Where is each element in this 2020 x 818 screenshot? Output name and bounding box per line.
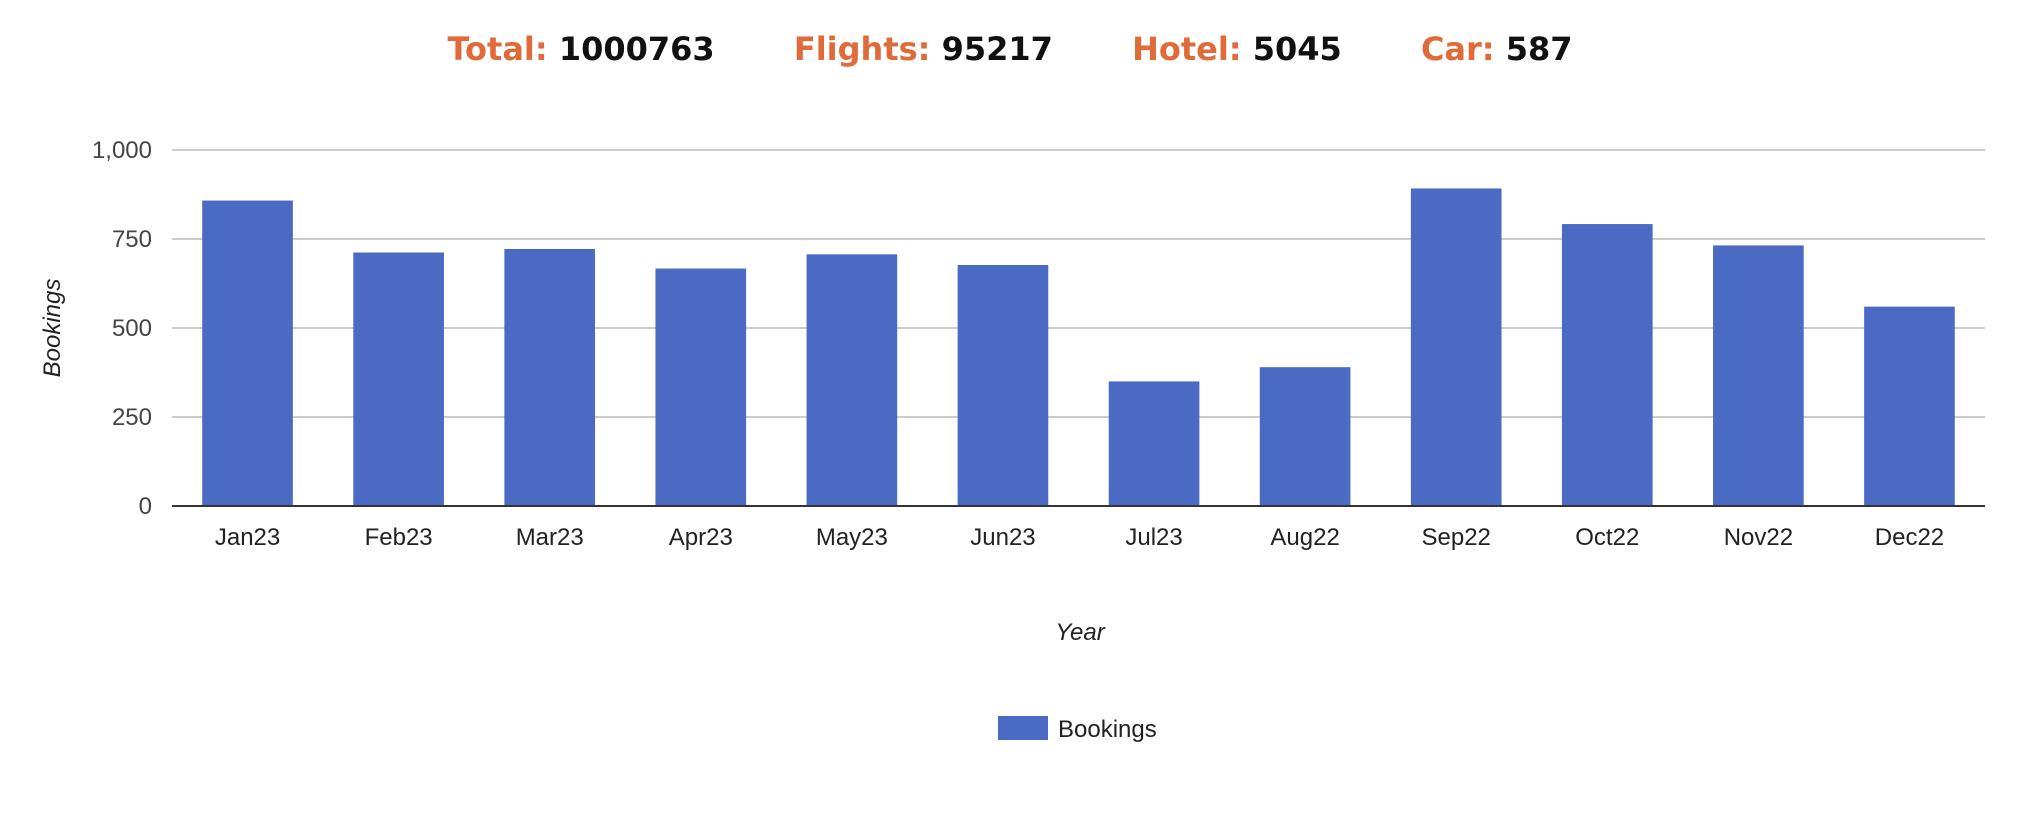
- summary-stats: Total: 1000763 Flights: 95217 Hotel: 504…: [0, 30, 2020, 68]
- x-tick-label: Oct22: [1575, 524, 1639, 551]
- legend-label: Bookings: [1058, 716, 1157, 743]
- bar: [1108, 381, 1200, 506]
- bars: [202, 188, 1955, 506]
- bar: [806, 254, 898, 506]
- legend: Bookings: [998, 716, 1157, 743]
- stat-total-label: Total:: [447, 30, 548, 68]
- legend-swatch: [998, 716, 1048, 740]
- stat-total: Total: 1000763: [447, 30, 714, 68]
- y-axis-ticks: 0 250 500 750 1,000: [92, 137, 152, 520]
- bar: [202, 200, 293, 506]
- x-tick-label: Aug22: [1270, 524, 1339, 551]
- bar: [1259, 367, 1351, 506]
- stat-car-value: 587: [1505, 30, 1573, 68]
- bar: [1864, 306, 1955, 506]
- x-tick-label: Feb23: [365, 524, 433, 551]
- stat-hotel-label: Hotel:: [1132, 30, 1242, 68]
- x-axis-ticks: Jan23 Feb23 Mar23 Apr23 May23 Jun23 Jul23 Aug22…: [215, 524, 1944, 551]
- bar: [957, 264, 1049, 506]
- stat-car-label: Car:: [1420, 30, 1495, 68]
- stat-flights-value: 95217: [941, 30, 1053, 68]
- x-tick-label: Nov22: [1724, 524, 1793, 551]
- y-axis-label: Bookings: [39, 279, 66, 378]
- x-tick-label: Jul23: [1125, 524, 1182, 551]
- y-tick-label: 250: [112, 404, 152, 431]
- y-tick-label: 750: [112, 226, 152, 253]
- x-tick-label: Mar23: [516, 524, 584, 551]
- x-tick-label: May23: [816, 524, 888, 551]
- x-tick-label: Dec22: [1875, 524, 1944, 551]
- bar: [655, 268, 747, 506]
- bar: [1713, 245, 1804, 506]
- bar: [1410, 188, 1502, 506]
- y-tick-label: 1,000: [92, 137, 152, 164]
- x-tick-label: Jun23: [970, 524, 1035, 551]
- x-tick-label: Apr23: [669, 524, 733, 551]
- y-tick-label: 0: [139, 493, 152, 520]
- x-tick-label: Sep22: [1422, 524, 1491, 551]
- bar: [1561, 224, 1653, 506]
- x-tick-label: Jan23: [215, 524, 280, 551]
- stat-hotel-value: 5045: [1252, 30, 1342, 68]
- x-axis-label: Year: [1055, 619, 1105, 646]
- stat-car: Car: 587: [1421, 30, 1573, 68]
- stat-flights: Flights: 95217: [794, 30, 1053, 68]
- stat-flights-label: Flights:: [793, 30, 931, 68]
- stat-total-value: 1000763: [558, 30, 715, 68]
- stat-hotel: Hotel: 5045: [1132, 30, 1342, 68]
- bar: [353, 252, 444, 506]
- bar: [504, 248, 596, 506]
- y-tick-label: 500: [112, 315, 152, 342]
- gridlines: [172, 149, 1985, 418]
